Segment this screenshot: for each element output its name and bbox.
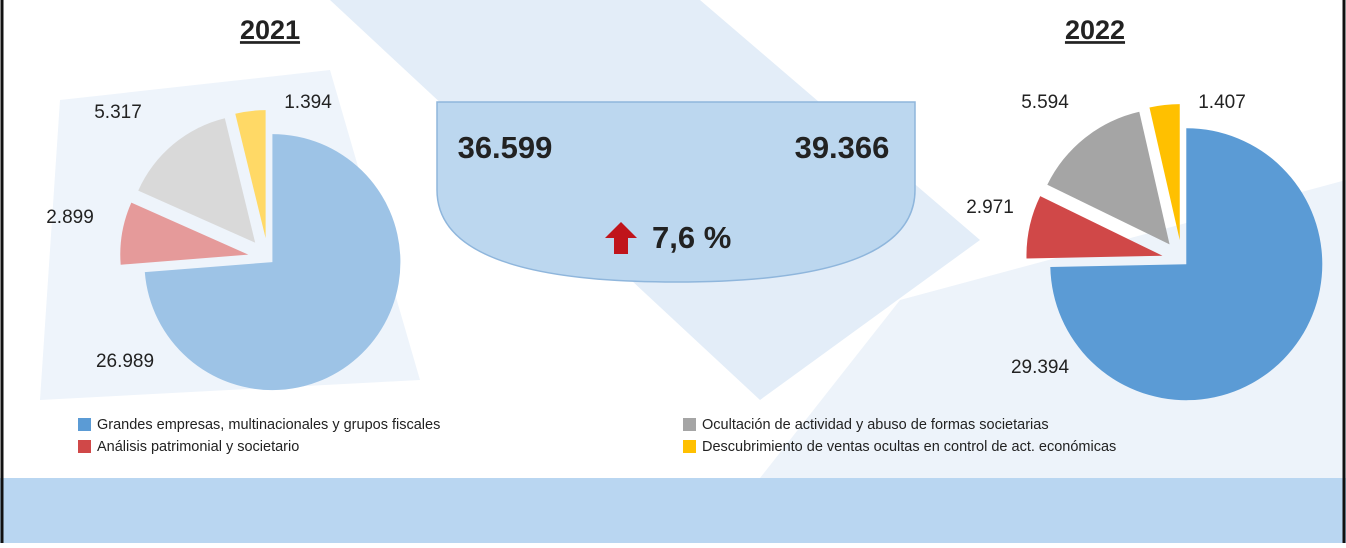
bottom-band bbox=[0, 478, 1346, 543]
legend-label: Descubrimiento de ventas ocultas en cont… bbox=[702, 439, 1116, 455]
data-label: 5.317 bbox=[94, 102, 142, 123]
pie-slice bbox=[1149, 104, 1180, 241]
data-label: 1.394 bbox=[284, 92, 332, 113]
total-2021: 36.599 bbox=[458, 130, 553, 165]
legend-swatch bbox=[78, 440, 91, 453]
total-2022: 39.366 bbox=[795, 130, 890, 165]
legend-swatch bbox=[683, 418, 696, 431]
legend-swatch bbox=[683, 440, 696, 453]
data-label: 26.989 bbox=[96, 351, 154, 372]
legend-swatch bbox=[78, 418, 91, 431]
pie-slice bbox=[1026, 196, 1163, 259]
pie-slice bbox=[1047, 111, 1170, 245]
legend-label: Análisis patrimonial y societario bbox=[97, 439, 299, 455]
legend-label: Ocultación de actividad y abuso de forma… bbox=[702, 417, 1049, 433]
data-label: 2.971 bbox=[966, 197, 1014, 218]
chart-title: 2022 bbox=[1065, 15, 1125, 45]
data-label: 2.899 bbox=[46, 207, 94, 228]
summary-panel bbox=[436, 101, 916, 283]
data-label: 1.407 bbox=[1198, 92, 1246, 113]
data-label: 5.594 bbox=[1021, 92, 1069, 113]
legend-label: Grandes empresas, multinacionales y grup… bbox=[97, 417, 440, 433]
data-label: 29.394 bbox=[1011, 357, 1070, 378]
pie-slice bbox=[120, 202, 249, 265]
pie-slice bbox=[144, 134, 401, 391]
chart-title: 2021 bbox=[240, 15, 300, 45]
up-arrow bbox=[605, 222, 637, 254]
pie-slice bbox=[138, 118, 256, 243]
change: 7,6 % bbox=[652, 220, 731, 255]
pie-slice bbox=[1050, 128, 1323, 401]
pie-slice bbox=[235, 110, 266, 239]
